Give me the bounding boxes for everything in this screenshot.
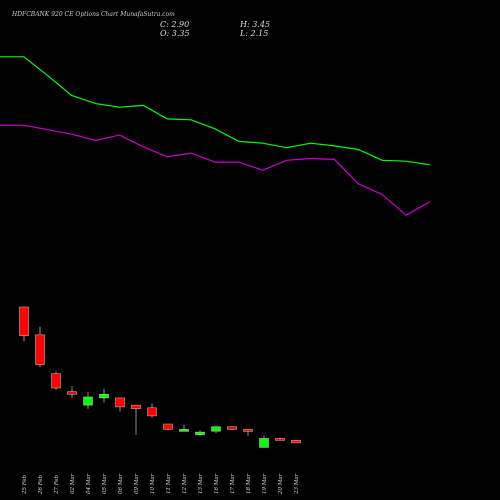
candle-body xyxy=(115,397,125,408)
candle-layer xyxy=(19,306,301,448)
low-value: L: 2.15 xyxy=(240,29,269,38)
candle-body xyxy=(227,426,237,430)
moving-average-layer xyxy=(0,56,431,216)
ma-fast-line xyxy=(0,56,431,166)
candle-body xyxy=(67,391,77,395)
date-label: 02 Mar xyxy=(70,473,76,494)
open-value: O: 3.35 xyxy=(160,29,190,38)
date-label: 12 Mar xyxy=(182,473,188,494)
date-label: 09 Mar xyxy=(134,473,140,494)
date-label: 17 Mar xyxy=(230,473,236,494)
candle xyxy=(83,392,93,409)
date-label: 20 Mar xyxy=(278,473,284,495)
date-label: 25 Feb xyxy=(22,474,28,495)
candle xyxy=(115,397,125,412)
candle-body xyxy=(259,438,269,448)
close-value: C: 2.90 xyxy=(160,20,190,29)
candle-body xyxy=(131,404,141,409)
candle xyxy=(51,371,61,390)
candle xyxy=(67,386,77,398)
candle xyxy=(275,437,285,441)
candle xyxy=(35,326,45,368)
candle-body xyxy=(35,334,45,365)
date-label: 27 Feb xyxy=(54,474,60,495)
candle-body xyxy=(163,423,173,430)
candle-body xyxy=(83,396,93,406)
date-label: 05 Mar xyxy=(102,473,108,494)
candle xyxy=(163,423,173,431)
candle-body xyxy=(179,429,189,432)
high-value: H: 3.45 xyxy=(240,20,271,29)
date-label: 04 Mar xyxy=(86,473,92,494)
ma-slow-line xyxy=(0,124,431,216)
candle-body xyxy=(147,407,157,417)
date-label: 10 Mar xyxy=(150,473,156,494)
candle-body xyxy=(291,439,301,444)
candle xyxy=(291,439,301,444)
date-label: 16 Mar xyxy=(214,473,220,494)
date-label: 06 Mar xyxy=(118,473,124,494)
candle xyxy=(195,430,205,436)
candle xyxy=(99,388,109,403)
date-label: 18 Mar xyxy=(246,473,252,494)
candle xyxy=(19,306,29,342)
candle xyxy=(147,403,157,418)
candle xyxy=(227,426,237,431)
candle xyxy=(179,424,189,432)
candle xyxy=(131,404,141,435)
candle xyxy=(259,435,269,448)
candle-body xyxy=(243,429,253,432)
candle-body xyxy=(211,426,221,432)
candle-body xyxy=(19,306,29,337)
candle-body xyxy=(99,394,109,399)
candle-body xyxy=(195,431,205,436)
candle-body xyxy=(275,438,285,441)
date-label: 13 Mar xyxy=(198,473,204,494)
candle-body xyxy=(51,373,61,389)
date-label: 19 Mar xyxy=(262,473,268,494)
date-label-layer: 25 Feb 26 Feb 27 Feb 02 Mar 04 Mar 05 Mar 06 M… xyxy=(22,473,300,495)
chart-title: HDFCBANK 920 CE Options Chart MunafaSutr… xyxy=(12,11,175,18)
candle xyxy=(211,425,221,433)
date-label: 26 Feb xyxy=(38,474,44,495)
date-label: 23 Mar xyxy=(294,473,300,495)
candle xyxy=(243,429,253,436)
date-label: 11 Mar xyxy=(166,473,172,494)
